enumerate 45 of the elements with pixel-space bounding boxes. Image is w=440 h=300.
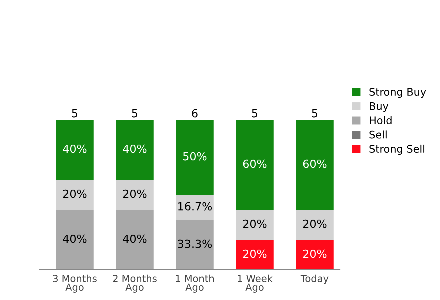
data-label: 20% [63, 190, 87, 198]
x-tick-label: 3 Months Ago [53, 274, 97, 293]
bar [296, 210, 334, 240]
data-label: 16.7% [178, 202, 212, 211]
legend-label: Sell [370, 130, 387, 139]
text: 5 [312, 109, 318, 118]
legend-label: Strong Sell [370, 144, 425, 156]
data-label: 60% [303, 160, 327, 168]
bar [296, 240, 334, 270]
bar [116, 120, 154, 180]
data-label: 50% [183, 152, 207, 161]
data-label: 20% [243, 220, 267, 228]
data-label: 40% [123, 234, 147, 244]
data-label: 20% [303, 250, 327, 258]
x-tick-label: 2 Months Ago [113, 274, 157, 293]
data-label: 20% [303, 220, 327, 228]
text: 5 [72, 109, 78, 118]
data-label: 40% [63, 234, 87, 244]
text: 5 [132, 109, 138, 118]
legend-label: Buy [370, 102, 389, 112]
x-tick-label: 1 Week Ago [238, 274, 273, 293]
bar [236, 210, 274, 240]
data-label: 60% [243, 160, 267, 168]
bar [56, 120, 94, 180]
bar [116, 180, 154, 210]
data-label: 33.3% [178, 240, 212, 248]
legend-label: Hold [370, 116, 392, 125]
text: 6 [192, 109, 198, 118]
data-label: 20% [243, 250, 267, 258]
bar [56, 210, 94, 270]
bar [296, 120, 334, 210]
data-label: 40% [63, 144, 87, 154]
bar [236, 120, 274, 210]
text: 5 [252, 109, 258, 118]
data-label: 20% [123, 190, 147, 198]
bar [176, 195, 214, 220]
bar [176, 120, 214, 195]
bar [236, 240, 274, 270]
x-tick-label: Today [300, 274, 329, 284]
x-tick-label: 1 Month Ago [176, 274, 214, 293]
bar [56, 180, 94, 210]
bar [176, 220, 214, 270]
legend-label: Strong Buy [370, 88, 426, 98]
data-label: 40% [123, 144, 147, 154]
bar [116, 210, 154, 270]
